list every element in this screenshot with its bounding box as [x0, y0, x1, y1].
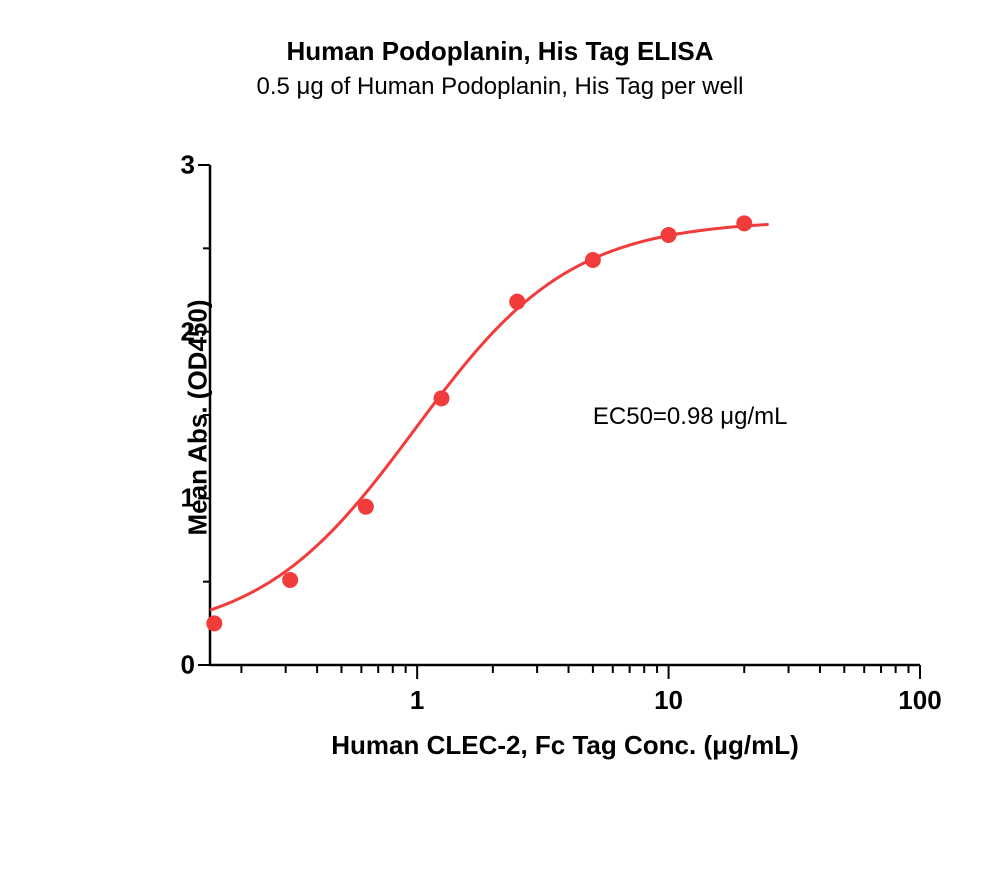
x-tick-label: 10 [654, 685, 683, 716]
ec50-annotation: EC50=0.98 μg/mL [593, 403, 788, 431]
x-tick-label: 100 [898, 685, 941, 716]
y-tick-label: 3 [165, 150, 195, 181]
x-axis-title: Human CLEC-2, Fc Tag Conc. (μg/mL) [331, 730, 799, 761]
plot-area [180, 155, 930, 695]
y-tick-label: 0 [165, 650, 195, 681]
y-axis-title: Mean Abs. (OD450) [182, 300, 213, 536]
chart-subtitle: 0.5 μg of Human Podoplanin, His Tag per … [0, 71, 1000, 102]
chart-title: Human Podoplanin, His Tag ELISA [0, 35, 1000, 69]
chart-title-block: Human Podoplanin, His Tag ELISA 0.5 μg o… [0, 35, 1000, 102]
x-tick-label: 1 [410, 685, 424, 716]
